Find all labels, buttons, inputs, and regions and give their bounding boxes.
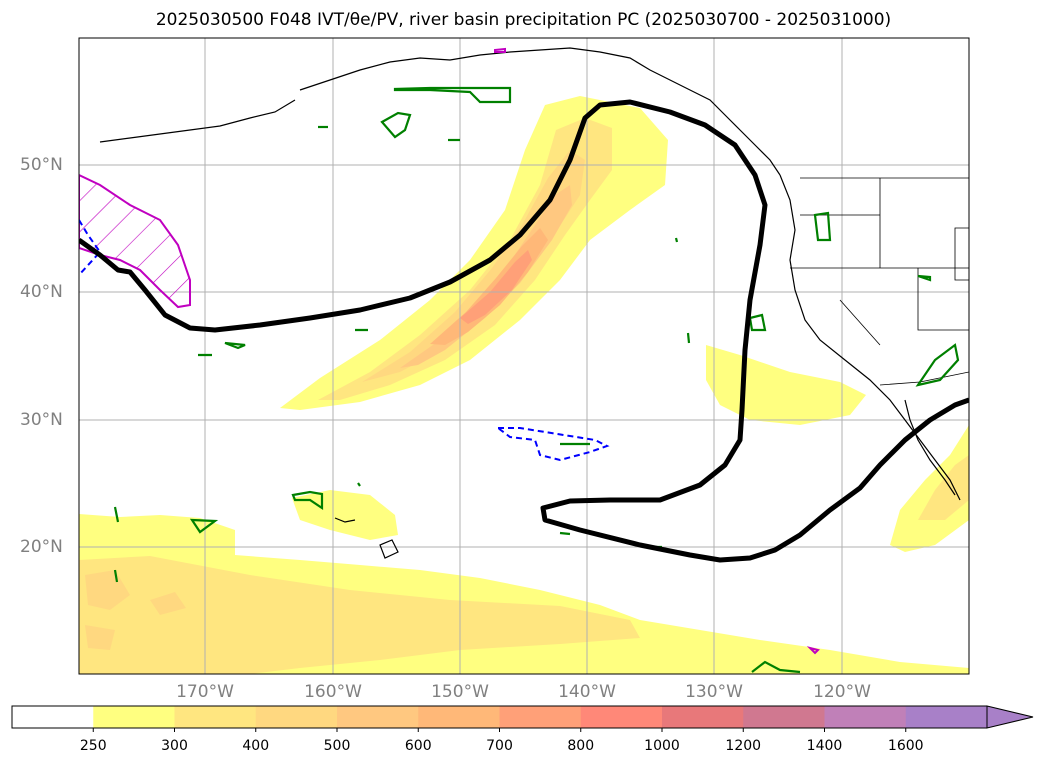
state-lines (790, 178, 969, 346)
hawaii-islands (334, 517, 399, 559)
colorbar (11, 705, 1034, 732)
lon-label-170w: 170°W (176, 682, 234, 702)
lon-label-140w: 140°W (558, 682, 616, 702)
ivt-river-l5 (430, 228, 548, 345)
na-west-coast (779, 174, 961, 501)
baja-peninsula (904, 399, 956, 496)
colorbar-segment (93, 706, 175, 728)
lon-label-160w: 160°W (304, 682, 362, 702)
pv-contour-small-3 (113, 482, 361, 583)
ivt-tropical-core-a (85, 570, 130, 610)
map-frame (78, 37, 970, 675)
neg-contour-central (495, 427, 610, 462)
colorbar-tick-label: 300 (161, 738, 188, 754)
neg-contour-west (79, 219, 102, 276)
pv-contour-oregon (813, 211, 832, 242)
colorbar-tick-label: 400 (242, 738, 270, 754)
colorbar-segment (418, 706, 500, 728)
colorbar-segment (824, 706, 907, 728)
ivt-hawaii-patch (292, 490, 398, 540)
colorbar-tick-label: 500 (323, 738, 351, 754)
colorbar-tick-label: 1600 (887, 738, 924, 754)
negative-contours (79, 219, 610, 462)
ivt-baja-core (918, 455, 969, 520)
pv-contour-north (393, 86, 512, 104)
pv-contour-south (751, 660, 801, 674)
pv-contour-sd (915, 343, 960, 387)
lat-label-40: 40°N (20, 282, 63, 302)
theta-e-contour (79, 99, 969, 563)
high-pv-small-a (494, 47, 506, 53)
colorbar-tick-label: 1000 (644, 738, 680, 754)
colorbar-tick-label: 700 (486, 738, 513, 754)
colorbar-tick-label: 1400 (806, 738, 843, 754)
high-pv-small-b (806, 646, 820, 655)
coastlines (99, 47, 961, 559)
colorbar-segment (662, 706, 744, 728)
lat-label-20: 20°N (20, 537, 63, 557)
high-pv-region (79, 173, 191, 309)
ivt-tropical-core-b (150, 592, 186, 615)
pv-contour-sw (189, 518, 219, 534)
pv-contour-hawaii (291, 490, 324, 511)
ivt-river-l2 (318, 118, 612, 400)
lat-label-50: 50°N (20, 155, 63, 175)
colorbar-segment (580, 706, 663, 728)
lon-label-120w: 120°W (813, 682, 871, 702)
ivt-tropical-core-c (85, 625, 115, 650)
pv-contour-central-small (198, 328, 368, 357)
lat-label-30: 30°N (20, 410, 63, 430)
colorbar-segment (12, 706, 94, 728)
ivt-river-core (460, 250, 532, 324)
colorbar-segment (743, 706, 825, 728)
pv-contour-nv (917, 274, 932, 282)
colorbar-tick-label: 250 (79, 738, 107, 754)
colorbar-segment (255, 706, 338, 728)
lon-label-150w: 150°W (431, 682, 489, 702)
colorbar-segment (499, 706, 582, 728)
ivt-baja-patch (890, 425, 969, 552)
colorbar-tick-label: 1200 (725, 738, 762, 754)
colorbar-extend-arrow (986, 705, 1034, 729)
ivt-tropical-inner (79, 556, 640, 674)
lon-label-130w: 130°W (685, 682, 743, 702)
colorbar-tick-label: 800 (567, 738, 595, 754)
colorbar-segment (174, 706, 257, 728)
colorbar-tick-label: 600 (404, 738, 432, 754)
aleutian-chain (99, 99, 296, 143)
alaska-coast (299, 47, 781, 176)
colorbar-segment (337, 706, 419, 728)
pv-contour-north-b (380, 111, 412, 139)
ivt-river-l4 (400, 185, 572, 368)
colorbar-segment (905, 706, 988, 728)
pv-contour-ca (748, 313, 767, 332)
map-title: 2025030500 F048 IVT/θe/PV, river basin p… (155, 10, 892, 30)
